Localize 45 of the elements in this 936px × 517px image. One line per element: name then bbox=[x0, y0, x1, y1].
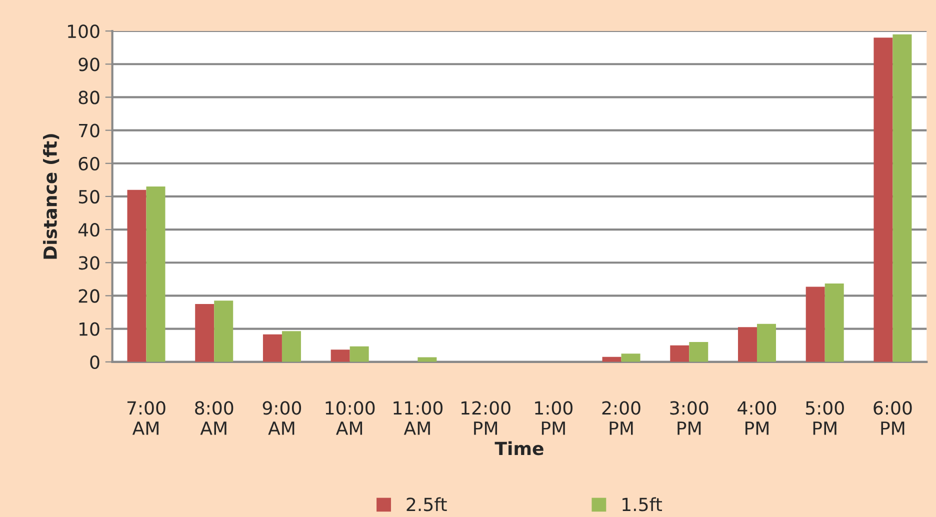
bar bbox=[621, 354, 640, 362]
y-tick-label: 60 bbox=[78, 156, 100, 170]
bar bbox=[670, 345, 690, 362]
x-tick-label: 12:00 PM bbox=[462, 401, 510, 435]
bar bbox=[824, 283, 844, 362]
x-axis-title: Time bbox=[494, 441, 544, 456]
y-tick-label: 20 bbox=[78, 289, 100, 303]
y-tick-label: 80 bbox=[78, 90, 100, 104]
x-tick-label: 9:00 AM bbox=[262, 401, 302, 435]
bar bbox=[738, 327, 757, 362]
x-tick-label: 2:00 PM bbox=[602, 401, 640, 435]
bar bbox=[262, 334, 282, 362]
legend-label: 2.5ft bbox=[406, 497, 447, 512]
x-tick-label: 3:00 PM bbox=[670, 401, 708, 435]
y-tick-label: 90 bbox=[78, 58, 100, 72]
x-tick-label: 11:00 AM bbox=[394, 401, 443, 435]
y-tick-label: 40 bbox=[78, 223, 100, 237]
bar bbox=[330, 350, 350, 362]
bar bbox=[282, 331, 301, 362]
bar bbox=[756, 324, 776, 362]
x-tick-label: 8:00 AM bbox=[195, 401, 234, 435]
bar bbox=[806, 286, 825, 362]
y-tick-label: 10 bbox=[80, 322, 100, 336]
y-tick-label: 100 bbox=[68, 24, 100, 38]
y-tick-label: 50 bbox=[78, 190, 100, 204]
bar bbox=[350, 346, 369, 362]
bar bbox=[689, 342, 708, 362]
x-tick-label: 7:00 AM bbox=[127, 401, 166, 435]
bar bbox=[214, 300, 234, 362]
x-tick-label: 10:00 AM bbox=[326, 401, 375, 435]
legend-label: 1.5ft bbox=[622, 497, 662, 512]
bar bbox=[146, 186, 166, 362]
y-axis-title: Distance (ft) bbox=[43, 134, 60, 259]
x-tick-label: 6:00 PM bbox=[874, 401, 912, 435]
bar bbox=[874, 38, 893, 362]
bar bbox=[195, 304, 214, 362]
x-tick-label: 5:00 PM bbox=[806, 401, 844, 435]
y-tick-label: 0 bbox=[90, 355, 100, 370]
bar bbox=[602, 356, 622, 362]
x-tick-label: 1:00 PM bbox=[535, 401, 572, 435]
bar bbox=[127, 190, 146, 362]
bar bbox=[892, 34, 912, 362]
y-tick-label: 30 bbox=[78, 256, 100, 270]
x-tick-label: 4:00 PM bbox=[738, 401, 776, 435]
y-tick-label: 70 bbox=[79, 124, 100, 138]
